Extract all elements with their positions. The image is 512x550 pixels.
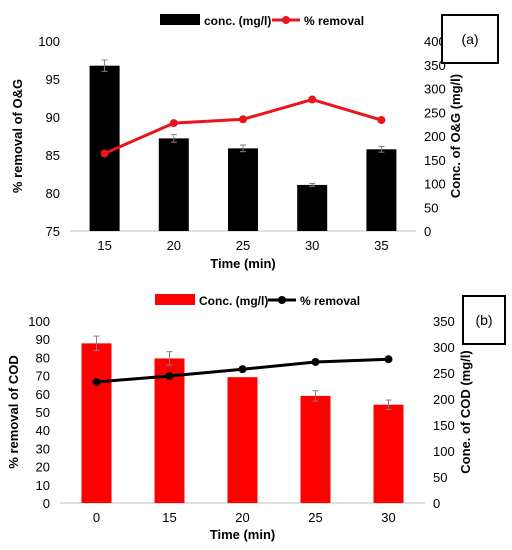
y-right-tick-label: 200: [433, 392, 455, 407]
line-point: [308, 95, 317, 104]
y-left-tick-label: 0: [43, 496, 50, 511]
legend-line-label: % removal: [304, 14, 364, 28]
bar: [227, 377, 258, 503]
x-axis-title: Time (min): [210, 527, 276, 542]
y-left-tick-label: 80: [46, 186, 60, 201]
x-tick-label: 15: [162, 510, 176, 525]
x-tick-label: 25: [308, 510, 322, 525]
y-left-tick-label: 85: [46, 148, 60, 163]
line-point: [92, 377, 101, 386]
x-axis-title: Time (min): [210, 256, 276, 271]
bar: [154, 358, 185, 503]
bar: [297, 184, 328, 231]
x-tick-label: 30: [305, 238, 319, 253]
y-right-tick-label: 100: [424, 177, 446, 192]
chart-panel-a: 75 80 85 90 95 100 0 50 100 150 200 250 300 350 400 15 2…: [10, 14, 499, 271]
y-right-tick-label: 200: [424, 129, 446, 144]
y-right-tick-label: 150: [433, 418, 455, 433]
y-right-tick-label: 350: [433, 314, 455, 329]
y-left-tick-label: 10: [36, 478, 50, 493]
x-tick-label: 20: [167, 238, 181, 253]
bar: [228, 148, 258, 231]
y-right-axis-title: Conc. of O&G (mg/l): [448, 74, 463, 198]
legend-line-marker: [278, 296, 286, 304]
y-left-tick-label: 75: [46, 224, 60, 239]
y-right-tick-label: 0: [424, 224, 431, 239]
legend-bar-label: conc. (mg/l): [204, 14, 271, 28]
line-point: [238, 365, 247, 374]
y-left-tick-label: 100: [38, 34, 60, 49]
y-left-tick-label: 50: [36, 405, 50, 420]
x-tick-label: 20: [235, 510, 249, 525]
x-tick-label: 35: [374, 238, 388, 253]
chart-panel-b: 0102030405060708090100050100150200250300…: [6, 294, 506, 542]
y-left-axis-title: % removal of COD: [6, 355, 21, 468]
y-left-tick-label: 30: [36, 441, 50, 456]
line-point: [100, 149, 109, 158]
legend-bar-swatch: [160, 14, 200, 25]
line-point: [384, 355, 393, 364]
y-right-tick-label: 250: [433, 366, 455, 381]
y-right-tick-label: 250: [424, 105, 446, 120]
line-point: [165, 371, 174, 380]
y-right-tick-label: 300: [424, 82, 446, 97]
x-tick-label: 15: [97, 238, 111, 253]
panel-label: (b): [475, 312, 492, 328]
y-left-tick-label: 100: [28, 314, 50, 329]
y-left-tick-label: 90: [46, 110, 60, 125]
y-right-tick-label: 50: [424, 200, 438, 215]
y-left-tick-label: 20: [36, 460, 50, 475]
bar: [300, 395, 331, 503]
y-left-tick-label: 40: [36, 423, 50, 438]
y-right-tick-label: 400: [424, 34, 446, 49]
bar: [158, 138, 189, 231]
y-right-tick-label: 0: [433, 496, 440, 511]
line-point: [311, 357, 320, 366]
y-right-tick-label: 300: [433, 340, 455, 355]
x-tick-label: 25: [236, 238, 250, 253]
y-left-tick-label: 70: [36, 369, 50, 384]
legend-line-label: % removal: [300, 294, 360, 308]
line-point: [169, 119, 178, 128]
y-right-tick-label: 150: [424, 153, 446, 168]
legend-line-marker: [282, 16, 290, 24]
x-tick-label: 0: [93, 510, 100, 525]
y-left-tick-label: 80: [36, 350, 50, 365]
y-left-tick-label: 95: [46, 72, 60, 87]
panel-label-box: [462, 295, 506, 345]
x-tick-label: 30: [381, 510, 395, 525]
y-right-axis-title: Cone. of COD (mg/l): [458, 350, 473, 474]
line-point: [377, 116, 386, 125]
y-right-tick-label: 100: [433, 444, 455, 459]
y-left-tick-label: 90: [36, 332, 50, 347]
line-point: [239, 115, 247, 124]
y-left-tick-label: 60: [36, 387, 50, 402]
y-right-tick-label: 50: [433, 470, 447, 485]
bar: [81, 343, 112, 503]
panel-label: (a): [461, 31, 478, 47]
panel-label-box: [441, 14, 499, 64]
y-left-axis-title: % removal of O&G: [10, 79, 25, 193]
bar: [366, 149, 397, 231]
y-right-tick-label: 350: [424, 58, 446, 73]
legend-bar-swatch: [155, 294, 195, 305]
legend-bar-label: Conc. (mg/l): [199, 294, 268, 308]
bar: [373, 404, 404, 503]
